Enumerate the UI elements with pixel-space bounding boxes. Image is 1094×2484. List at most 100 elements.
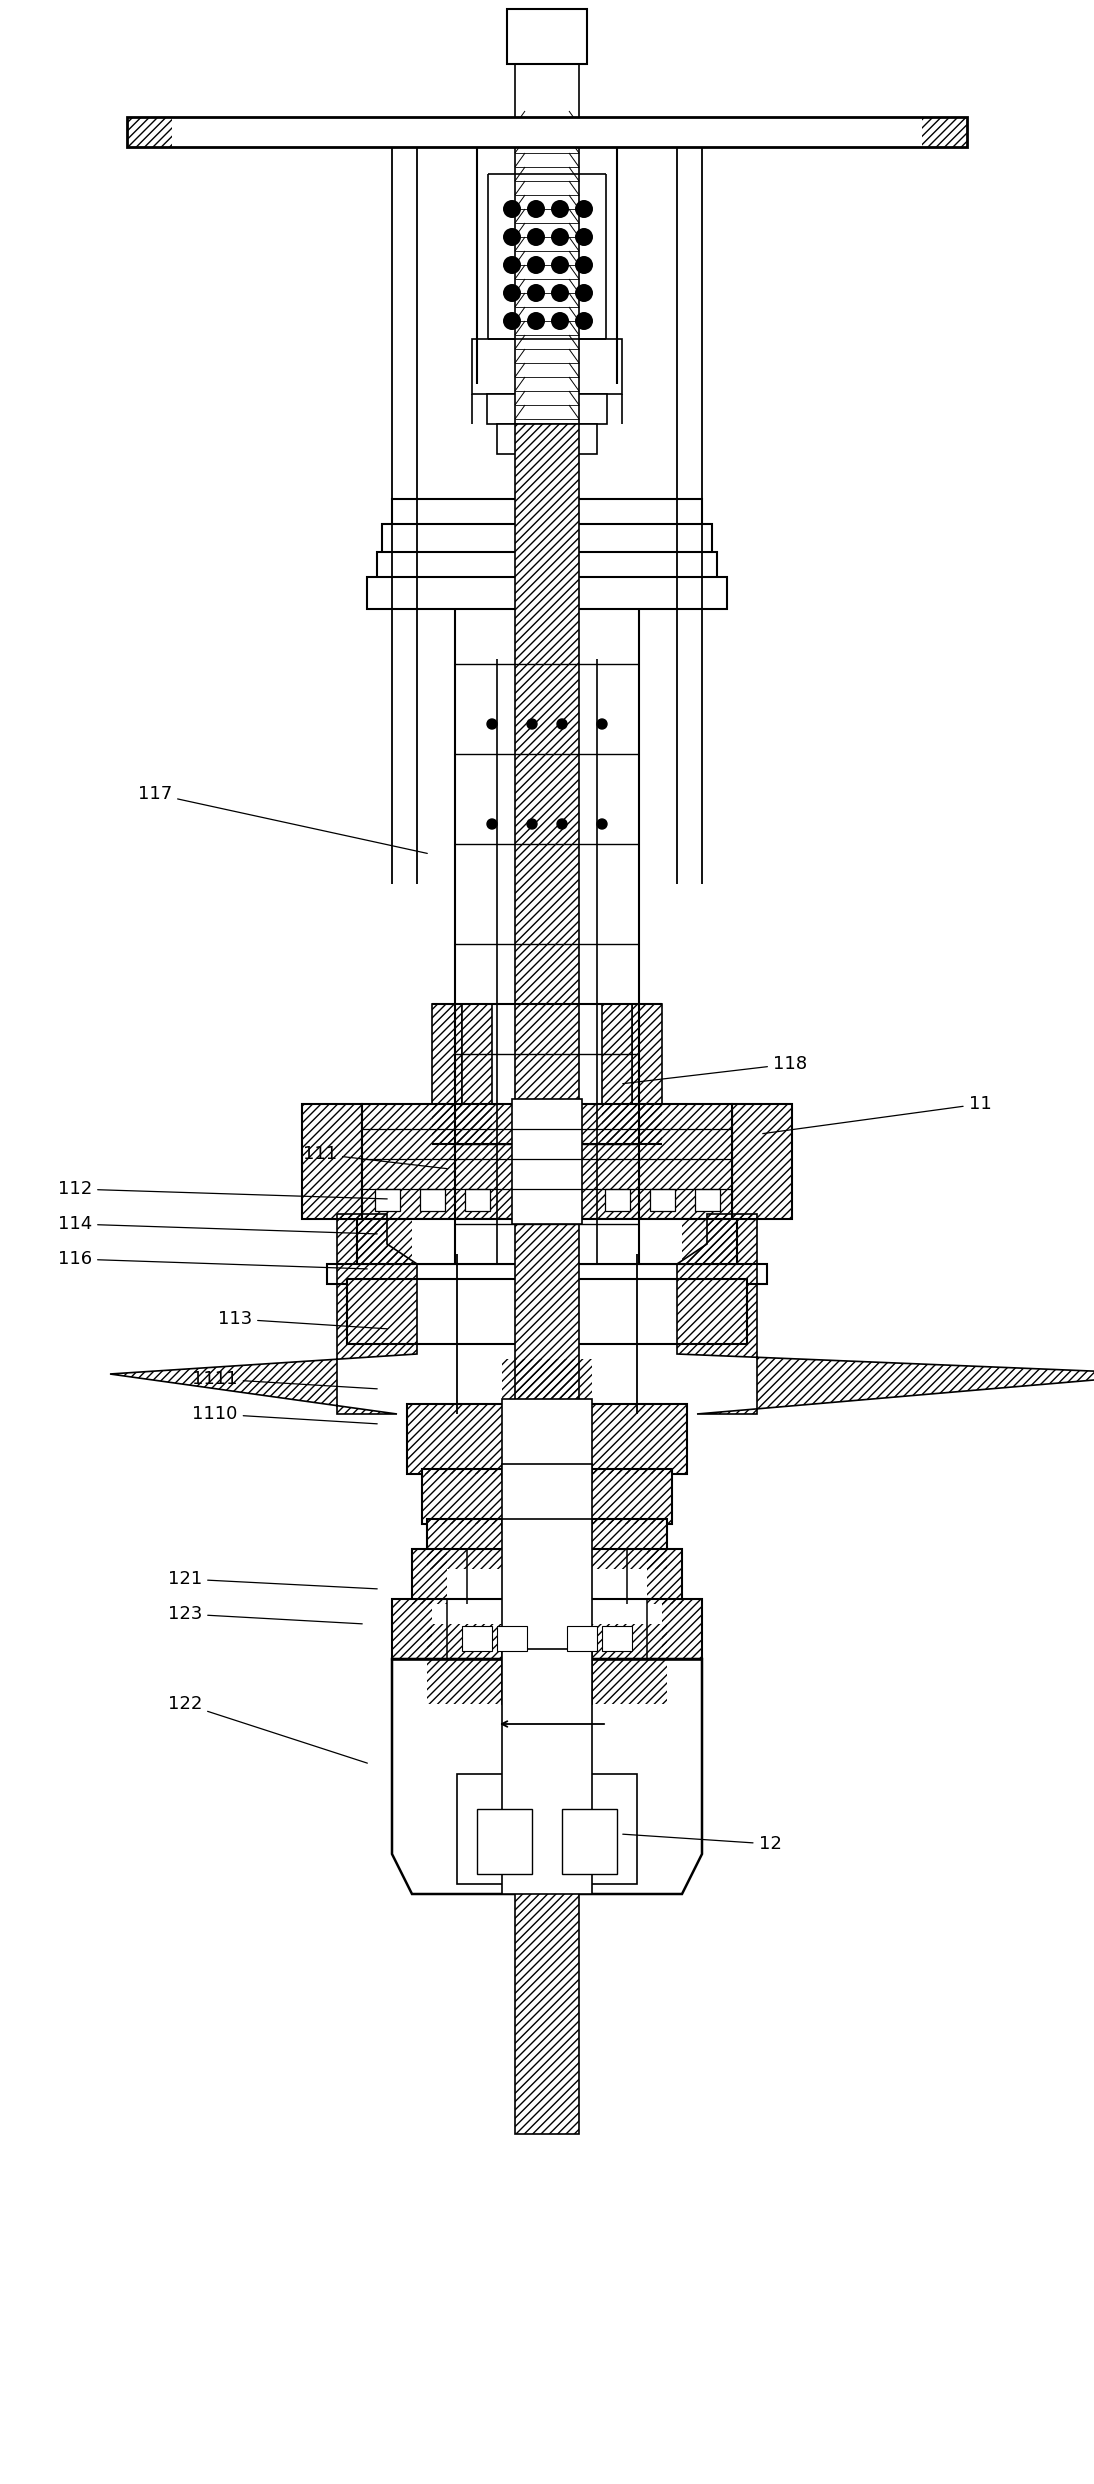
Bar <box>432 1004 462 1145</box>
Bar <box>472 338 622 395</box>
Circle shape <box>527 313 545 330</box>
Circle shape <box>527 256 545 273</box>
Bar <box>647 1550 682 1605</box>
Bar <box>377 551 717 579</box>
Circle shape <box>527 820 537 830</box>
Polygon shape <box>397 1520 697 1704</box>
Circle shape <box>503 256 521 273</box>
Bar <box>427 1520 667 1570</box>
Bar <box>392 1600 432 1659</box>
Bar <box>362 1103 732 1220</box>
Circle shape <box>503 229 521 246</box>
Bar <box>427 1625 667 1704</box>
Polygon shape <box>732 1103 792 1220</box>
Bar <box>662 1600 702 1659</box>
Bar <box>462 1004 492 1145</box>
Bar <box>487 395 607 425</box>
Bar <box>502 1649 592 1893</box>
Bar <box>695 1190 720 1212</box>
Bar <box>507 10 587 65</box>
Bar <box>602 1004 632 1145</box>
Bar <box>420 1190 445 1212</box>
Bar <box>412 1550 682 1605</box>
Bar <box>497 425 597 455</box>
Bar <box>347 1279 747 1344</box>
Text: 113: 113 <box>218 1309 387 1329</box>
Circle shape <box>551 201 569 219</box>
Bar <box>602 1004 632 1145</box>
Bar <box>567 1627 597 1652</box>
Text: 116: 116 <box>58 1249 368 1269</box>
Bar <box>562 1808 617 1873</box>
Circle shape <box>575 201 593 219</box>
Text: 123: 123 <box>167 1605 362 1625</box>
Circle shape <box>527 718 537 728</box>
Circle shape <box>551 229 569 246</box>
Circle shape <box>557 718 567 728</box>
Bar <box>327 1264 767 1284</box>
Bar <box>462 1004 492 1145</box>
Circle shape <box>597 820 607 830</box>
Text: 1111: 1111 <box>193 1371 377 1389</box>
Circle shape <box>527 201 545 219</box>
Bar <box>127 117 967 147</box>
Text: 121: 121 <box>167 1570 377 1590</box>
Bar <box>457 1774 637 1883</box>
Circle shape <box>551 256 569 273</box>
Polygon shape <box>302 1103 362 1220</box>
Bar <box>392 1600 702 1659</box>
Text: 112: 112 <box>58 1180 387 1200</box>
Circle shape <box>575 313 593 330</box>
Bar <box>366 576 728 609</box>
Text: 111: 111 <box>303 1145 447 1167</box>
Circle shape <box>597 718 607 728</box>
Bar <box>422 1468 672 1525</box>
Circle shape <box>503 201 521 219</box>
Text: 117: 117 <box>138 785 428 854</box>
Circle shape <box>575 283 593 303</box>
Text: 11: 11 <box>763 1095 991 1133</box>
Polygon shape <box>392 1659 702 1893</box>
Bar <box>407 1403 687 1473</box>
Text: 122: 122 <box>167 1694 368 1764</box>
Text: 114: 114 <box>58 1215 377 1235</box>
Circle shape <box>551 283 569 303</box>
Bar <box>127 117 172 147</box>
Bar <box>497 1627 527 1652</box>
Bar <box>502 1463 592 1530</box>
Text: 12: 12 <box>622 1833 781 1853</box>
Bar <box>512 1098 582 1225</box>
Circle shape <box>551 313 569 330</box>
Circle shape <box>503 283 521 303</box>
Bar <box>632 1004 662 1145</box>
Text: 1110: 1110 <box>193 1406 377 1423</box>
Bar <box>650 1190 675 1212</box>
Circle shape <box>487 718 497 728</box>
Circle shape <box>557 820 567 830</box>
Bar <box>432 1004 462 1145</box>
Bar <box>357 1220 737 1264</box>
Circle shape <box>527 229 545 246</box>
Bar <box>515 65 579 425</box>
Bar <box>502 1359 592 1659</box>
Bar <box>682 1220 737 1264</box>
Bar <box>462 1627 492 1652</box>
Circle shape <box>487 820 497 830</box>
Bar <box>477 1808 532 1873</box>
Circle shape <box>575 256 593 273</box>
Bar <box>515 425 579 2134</box>
Bar <box>362 1103 732 1220</box>
Text: 118: 118 <box>622 1056 807 1083</box>
Bar <box>407 1403 687 1473</box>
Bar <box>357 1220 412 1264</box>
Bar <box>632 1004 662 1145</box>
Bar <box>392 499 702 529</box>
Bar <box>502 1520 592 1704</box>
Bar <box>922 117 967 147</box>
Bar <box>412 1550 447 1605</box>
Bar <box>605 1190 630 1212</box>
Bar <box>465 1190 490 1212</box>
Bar <box>422 1468 672 1525</box>
Bar <box>602 1627 632 1652</box>
Bar <box>515 425 579 2134</box>
